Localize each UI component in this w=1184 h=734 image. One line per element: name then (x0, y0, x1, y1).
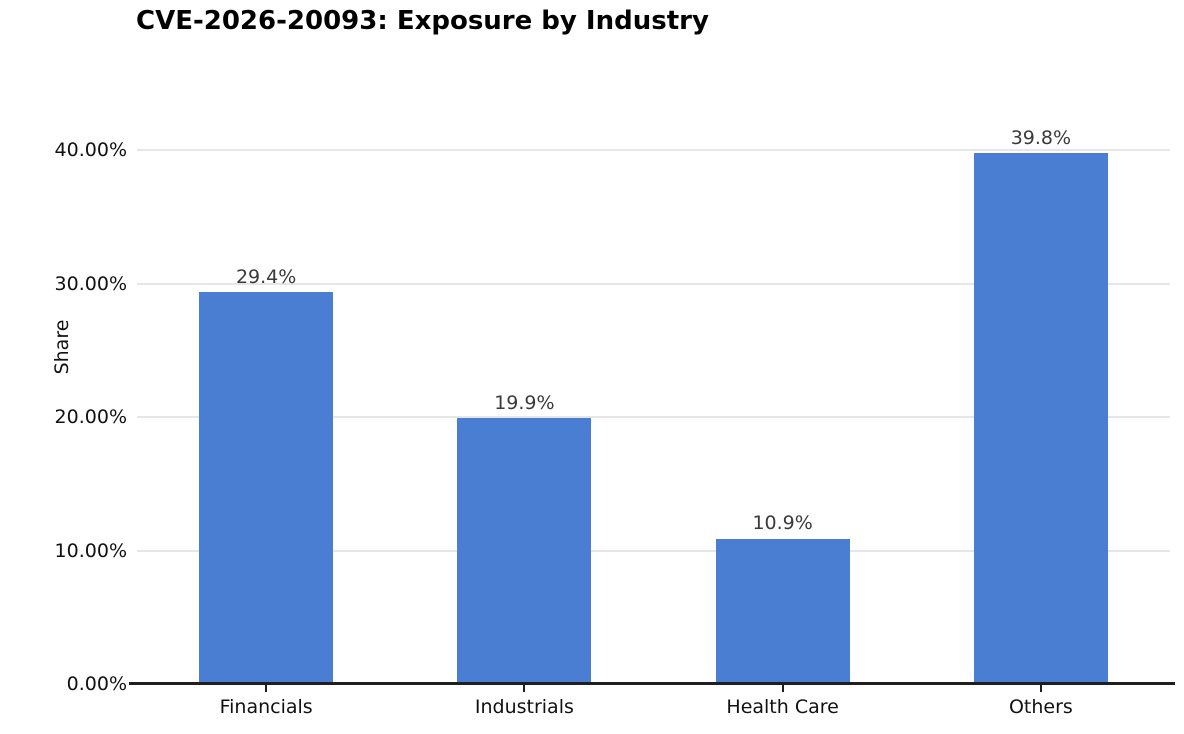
bar-financials (199, 291, 334, 684)
bar-others (973, 152, 1108, 684)
bar-value-label: 29.4% (235, 265, 297, 288)
gridline (137, 416, 1170, 418)
x-category-label-health-care: Health Care (726, 696, 839, 718)
bar-value-label: 10.9% (752, 512, 813, 535)
x-tick-mark (265, 685, 268, 692)
y-tick-label: 10.00% (54, 539, 127, 562)
x-category-label-others: Others (1008, 696, 1073, 718)
gridline (137, 282, 1170, 285)
x-category-label-industrials: Industrials (474, 696, 574, 718)
y-tick-label: 0.00% (66, 673, 127, 695)
chart-title: CVE-2026-20093: Exposure by Industry (136, 6, 709, 36)
x-tick-mark (781, 685, 784, 692)
y-tick-label: 20.00% (54, 406, 127, 428)
x-axis-line (129, 682, 1175, 685)
bar-health-care (715, 538, 850, 684)
bar-value-label: 39.8% (1010, 126, 1072, 149)
x-tick-mark (523, 685, 526, 692)
y-axis-title: Share (51, 319, 73, 375)
gridline (137, 549, 1170, 552)
gridline (137, 149, 1170, 151)
x-tick-mark (1039, 685, 1042, 692)
y-tick-label: 30.00% (54, 272, 127, 295)
y-tick-label: 40.00% (54, 139, 127, 161)
bar-industrials (457, 418, 592, 684)
plot-area: 29.4% 19.9% 10.9% 39.8% (137, 127, 1170, 684)
x-category-label-financials: Financials (219, 696, 313, 718)
bar-value-label: 19.9% (494, 392, 555, 415)
